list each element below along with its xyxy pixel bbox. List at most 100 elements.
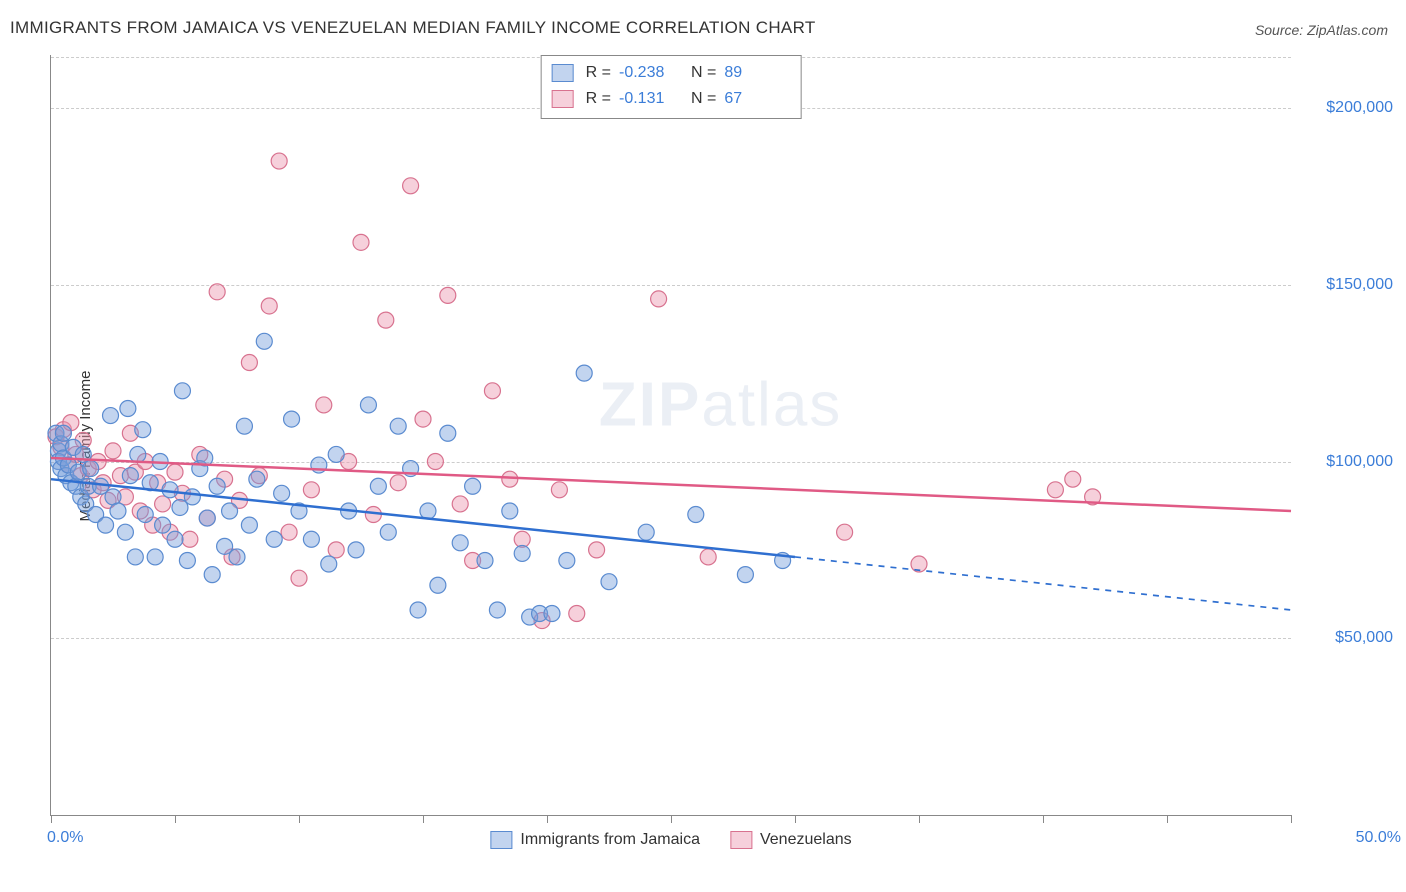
swatch-jamaica [552,64,574,82]
data-point [261,298,277,314]
data-point [274,485,290,501]
data-point [105,443,121,459]
data-point [209,284,225,300]
chart-container: IMMIGRANTS FROM JAMAICA VS VENEZUELAN ME… [0,0,1406,892]
data-point [291,570,307,586]
data-point [837,524,853,540]
data-point [430,577,446,593]
y-tick-label: $200,000 [1303,99,1393,117]
data-point [688,507,704,523]
data-point [390,418,406,434]
data-point [328,542,344,558]
data-point [83,461,99,477]
data-point [155,517,171,533]
data-point [390,475,406,491]
data-point [576,365,592,381]
data-point [182,531,198,547]
data-point [209,478,225,494]
swatch-venezuela-2 [730,831,752,849]
x-tick [175,815,176,823]
data-point [135,422,151,438]
data-point [559,552,575,568]
data-point [638,524,654,540]
data-point [551,482,567,498]
data-point [155,496,171,512]
data-point [477,552,493,568]
data-point [328,446,344,462]
data-point [440,287,456,303]
data-point [1047,482,1063,498]
data-point [452,535,468,551]
x-tick [795,815,796,823]
data-point [222,503,238,519]
data-point [271,153,287,169]
data-point [256,333,272,349]
plot-svg [51,55,1291,815]
x-axis-min-label: 0.0% [47,829,83,847]
legend-stats-box: R = -0.238 N = 89 R = -0.131 N = 67 [541,55,802,119]
chart-title: IMMIGRANTS FROM JAMAICA VS VENEZUELAN ME… [10,18,816,38]
data-point [55,425,71,441]
data-point [174,383,190,399]
data-point [241,355,257,371]
data-point [98,517,114,533]
data-point [601,574,617,590]
data-point [452,496,468,512]
swatch-venezuela [552,90,574,108]
data-point [348,542,364,558]
x-axis-max-label: 50.0% [1356,829,1401,847]
data-point [184,489,200,505]
data-point [420,503,436,519]
regression-line-dashed [795,557,1291,610]
data-point [147,549,163,565]
plot-area: ZIPatlas $50,000$100,000$150,000$200,000… [50,55,1291,816]
legend-label-venezuela: Venezuelans [760,831,852,849]
x-tick [1291,815,1292,823]
data-point [316,397,332,413]
n-label-2: N = [691,90,716,108]
x-tick [1167,815,1168,823]
data-point [380,524,396,540]
data-point [415,411,431,427]
data-point [167,531,183,547]
y-tick-label: $50,000 [1303,629,1393,647]
data-point [241,517,257,533]
data-point [303,482,319,498]
n-label: N = [691,64,716,82]
data-point [465,478,481,494]
data-point [700,549,716,565]
data-point [266,531,282,547]
data-point [281,524,297,540]
data-point [236,418,252,434]
data-point [103,408,119,424]
legend-row-venezuela: R = -0.131 N = 67 [552,86,785,112]
data-point [204,567,220,583]
data-point [589,542,605,558]
data-point [410,602,426,618]
legend-item-jamaica: Immigrants from Jamaica [490,831,700,849]
data-point [360,397,376,413]
data-point [440,425,456,441]
data-point [427,454,443,470]
source-label: Source: ZipAtlas.com [1255,22,1388,38]
data-point [737,567,753,583]
data-point [403,178,419,194]
data-point [249,471,265,487]
data-point [120,400,136,416]
y-tick-label: $100,000 [1303,453,1393,471]
legend-label-jamaica: Immigrants from Jamaica [520,831,700,849]
data-point [284,411,300,427]
r-value-jamaica: -0.238 [619,64,679,82]
x-tick [51,815,52,823]
x-tick [299,815,300,823]
n-value-jamaica: 89 [724,64,784,82]
r-label: R = [586,64,611,82]
legend-item-venezuela: Venezuelans [730,831,852,849]
x-tick [671,815,672,823]
data-point [229,549,245,565]
data-point [167,464,183,480]
data-point [321,556,337,572]
data-point [127,549,143,565]
n-value-venezuela: 67 [724,90,784,108]
x-tick [423,815,424,823]
